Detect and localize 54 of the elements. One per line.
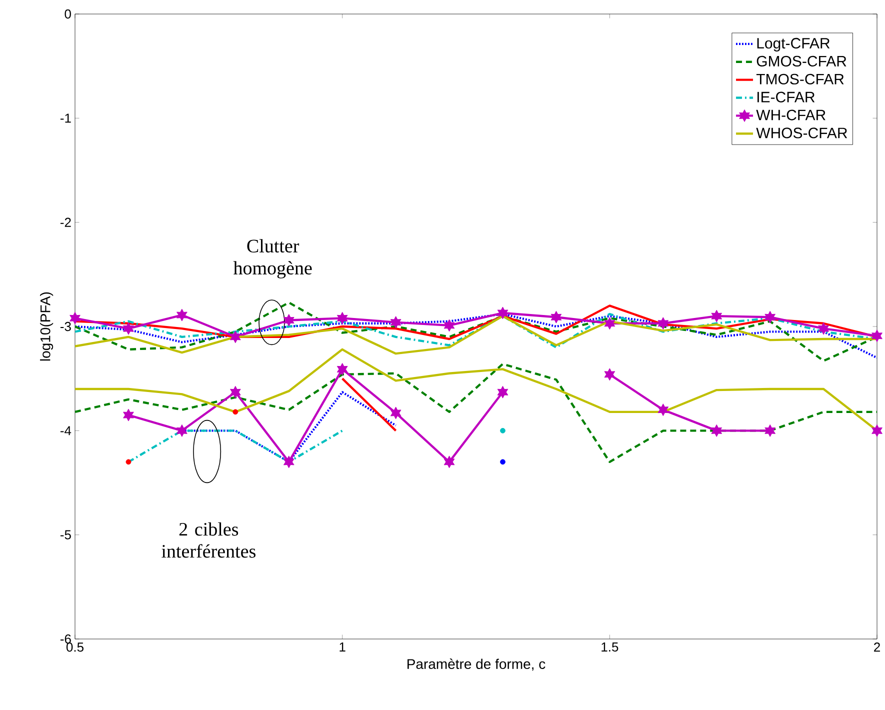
- x-tick-label: 1.5: [602, 642, 618, 652]
- point: [126, 459, 132, 465]
- point: [604, 368, 616, 381]
- point: [872, 424, 882, 437]
- y-tick-label: -3: [60, 322, 71, 332]
- y-tick-label: 0: [64, 9, 71, 19]
- point: [70, 312, 80, 324]
- point: [336, 312, 348, 324]
- y-axis-title: log10(PFA): [40, 292, 54, 361]
- point: [176, 308, 188, 322]
- x-tick-label: 0.5: [66, 642, 84, 652]
- annotation: Clutter homogène: [233, 239, 312, 278]
- point: [444, 456, 455, 468]
- legend-label: WH-CFAR: [756, 110, 826, 120]
- point: [230, 330, 241, 344]
- y-tick-label: -2: [60, 218, 71, 227]
- legend-label: GMOS-CFAR: [756, 56, 846, 66]
- point: [711, 310, 722, 322]
- legend-label: Logt-CFAR: [757, 38, 830, 52]
- point: [764, 424, 776, 437]
- point: [658, 317, 669, 330]
- point: [711, 424, 722, 437]
- point: [497, 386, 508, 398]
- point: [444, 319, 455, 332]
- x-tick-label: 1: [340, 642, 346, 652]
- point: [658, 404, 669, 416]
- point: [390, 316, 402, 329]
- point: [283, 314, 294, 326]
- point: [123, 408, 134, 422]
- point: [123, 322, 134, 335]
- annotation: 2 cibles interférentes: [162, 522, 256, 558]
- y-tick-label: -6: [60, 634, 71, 644]
- point: [390, 406, 402, 420]
- point: [550, 310, 562, 324]
- y-tick-label: -4: [60, 426, 72, 436]
- y-tick-label: -1: [60, 114, 71, 123]
- x-axis-title: Paramètre de forme, c: [408, 658, 546, 671]
- point: [604, 317, 616, 330]
- point: [818, 322, 829, 335]
- point: [176, 424, 188, 437]
- point: [872, 330, 882, 342]
- point: [764, 310, 776, 324]
- point: [336, 362, 348, 376]
- legend-label: TMOS-CFAR: [756, 74, 844, 84]
- point: [500, 428, 506, 434]
- x-tick-label: 2: [874, 642, 880, 652]
- point: [232, 409, 238, 415]
- point: [500, 459, 506, 465]
- point: [497, 306, 508, 320]
- y-tick-label: -5: [60, 530, 71, 540]
- legend-label: IE-CFAR: [757, 92, 815, 102]
- legend-label: WHOS-CFAR: [756, 128, 848, 138]
- point: [283, 456, 294, 468]
- point: [230, 386, 241, 398]
